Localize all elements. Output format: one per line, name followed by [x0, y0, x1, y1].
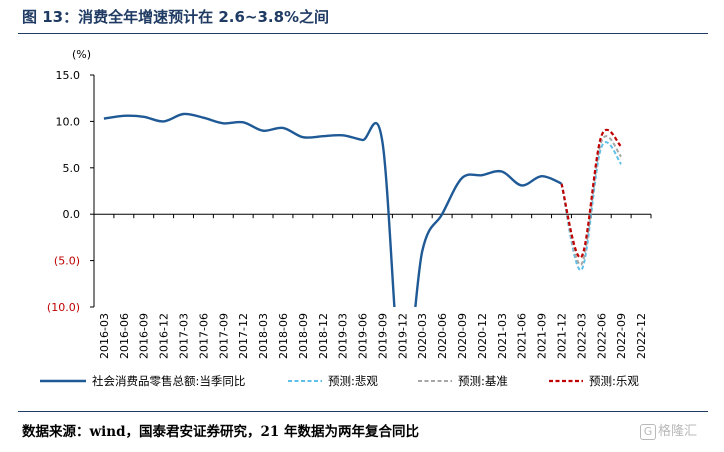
x-tick-label: 2021-06	[516, 313, 529, 359]
chart-title: 图 13：消费全年增速预计在 2.6~3.8%之间	[22, 8, 330, 26]
x-tick-label: 2020-09	[456, 313, 469, 359]
y-tick-label: (5.0)	[54, 255, 80, 268]
x-tick-label: 2022-09	[615, 313, 628, 359]
x-tick-label: 2017-06	[197, 313, 210, 359]
series-line-0	[103, 112, 562, 307]
x-tick-label: 2021-09	[536, 313, 549, 359]
x-tick-label: 2020-03	[416, 313, 429, 359]
x-tick-label: 2021-12	[555, 313, 568, 359]
x-tick-label: 2022-06	[595, 313, 608, 359]
x-tick-label: 2019-06	[357, 313, 370, 359]
series-line-2	[560, 135, 622, 266]
x-tick-label: 2019-03	[337, 313, 350, 359]
x-tick-label: 2019-09	[376, 313, 389, 359]
legend-label-2: 预测:基准	[458, 374, 508, 388]
watermark-logo-icon: G	[640, 424, 656, 440]
x-tick-label: 2018-09	[297, 313, 310, 359]
legend-label-1: 预测:悲观	[328, 374, 378, 388]
x-tick-label: 2018-06	[277, 313, 290, 359]
x-tick-label: 2017-09	[217, 313, 230, 359]
x-tick-label: 2020-06	[436, 313, 449, 359]
x-tick-label: 2019-12	[396, 313, 409, 359]
chart-legend: 社会消费品零售总额:当季同比 预测:悲观 预测:基准 预测:乐观	[40, 374, 639, 388]
legend-label-0: 社会消费品零售总额:当季同比	[92, 374, 245, 388]
x-tick-label: 2018-03	[257, 313, 270, 359]
source-note: 数据来源：wind，国泰君安证券研究，21 年数据为两年复合同比	[22, 424, 419, 440]
x-tick-label: 2016-12	[158, 313, 171, 359]
watermark-text: 格隆汇	[658, 424, 698, 439]
y-tick-label: 0.0	[63, 208, 81, 221]
y-tick-label: 5.0	[63, 162, 81, 175]
x-tick-label: 2017-03	[178, 313, 191, 359]
y-tick-label: 15.0	[56, 69, 81, 82]
x-tick-label: 2022-12	[635, 313, 648, 359]
x-tick-label: 2016-03	[98, 313, 111, 359]
bottom-rule	[18, 411, 708, 412]
y-tick-label: 10.0	[56, 115, 81, 128]
x-tick-label: 2020-12	[476, 313, 489, 359]
x-tick-label: 2018-12	[317, 313, 330, 359]
watermark: G 格隆汇	[640, 420, 697, 440]
plot-area	[103, 112, 623, 307]
y-unit-label: (%)	[72, 48, 91, 61]
top-rule	[18, 33, 708, 34]
legend-label-3: 预测:乐观	[589, 374, 639, 388]
chart-axes: (%) 15.0 10.0 5.0 0.0 (5.0) (10.0) 2016-03 2016-…	[47, 48, 652, 359]
x-tick-label: 2016-06	[118, 313, 131, 359]
x-tick-label: 2016-09	[138, 313, 151, 359]
x-tick-label: 2017-12	[237, 313, 250, 359]
y-tick-label: (10.0)	[47, 301, 80, 314]
x-tick-label: 2021-03	[496, 313, 509, 359]
x-tick-label: 2022-03	[575, 313, 588, 359]
